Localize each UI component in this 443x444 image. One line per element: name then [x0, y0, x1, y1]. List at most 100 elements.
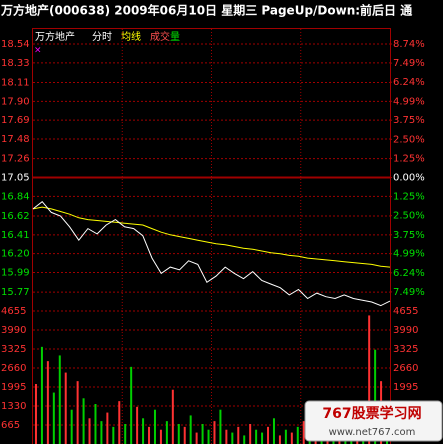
- y-tick-label: 2660: [1, 363, 26, 374]
- legend-entry: 成交量: [150, 30, 180, 43]
- watermark: 767股票学习网 www.net767.com: [304, 400, 443, 442]
- volume-bar: [290, 432, 293, 444]
- price-line: [32, 201, 391, 307]
- legend-entry: 均线: [121, 30, 141, 43]
- y-tick-label: 3325: [1, 344, 26, 355]
- y2-tick-label: 4.99%: [393, 249, 425, 260]
- y-tick-label-right: 3990: [393, 325, 418, 336]
- y-tick-label: 16.20: [1, 249, 30, 260]
- y-tick-label: 18.11: [1, 78, 30, 89]
- volume-bar: [195, 432, 198, 444]
- y-tick-label: 1995: [1, 382, 26, 393]
- volume-bar: [165, 421, 168, 444]
- volume-bar: [40, 346, 43, 444]
- volume-bar: [82, 398, 85, 444]
- volume-bar: [153, 409, 156, 444]
- volume-bar: [267, 426, 270, 444]
- legend-entry: 分时: [92, 31, 112, 43]
- y2-tick-label: 7.49%: [393, 287, 425, 298]
- watermark-title: 767股票学习网: [322, 405, 421, 422]
- volume-bar: [46, 361, 49, 444]
- volume-bar: [243, 435, 246, 444]
- volume-bar: [237, 426, 240, 444]
- y2-tick-label: 6.24%: [393, 77, 425, 88]
- volume-bar: [159, 429, 162, 444]
- volume-bar: [52, 392, 55, 444]
- y2-tick-label: 7.49%: [393, 58, 425, 69]
- volume-bar: [255, 429, 258, 444]
- chart-frame: [32, 28, 391, 444]
- y-tick-label: 18.54: [1, 39, 30, 50]
- y-tick-label: 16.84: [1, 191, 30, 202]
- volume-bar: [231, 432, 234, 444]
- watermark-url: www.net767.com: [329, 427, 416, 438]
- volume-bar: [34, 384, 37, 444]
- y-tick-label: 17.69: [1, 115, 30, 126]
- y-tick-label: 15.99: [1, 267, 30, 278]
- volume-bar: [249, 424, 252, 444]
- y-tick-label-right: 2660: [393, 363, 418, 374]
- y-tick-label: 15.77: [1, 287, 30, 298]
- y2-tick-label: 3.75%: [393, 230, 425, 241]
- y2-tick-label: 2.50%: [393, 134, 425, 145]
- y-tick-label: 17.48: [1, 134, 30, 145]
- y-tick-label: 3990: [1, 325, 26, 336]
- price-line: [32, 206, 391, 268]
- y-tick-label: 4655: [1, 306, 26, 317]
- y-tick-label-right: 4655: [393, 306, 418, 317]
- y-tick-label: 16.62: [1, 211, 30, 222]
- volume-bar: [213, 421, 216, 444]
- y2-tick-label: 6.24%: [393, 268, 425, 279]
- volume-bar: [374, 349, 377, 444]
- volume-bar: [130, 366, 133, 444]
- y2-tick-label: 2.50%: [393, 211, 425, 222]
- volume-bar: [142, 418, 145, 444]
- volume-bar: [94, 404, 97, 444]
- y2-tick-label: 3.75%: [393, 115, 425, 126]
- volume-bar: [148, 426, 151, 444]
- y-tick-label: 18.33: [1, 58, 30, 69]
- volume-bar: [284, 429, 287, 444]
- volume-bar: [261, 432, 264, 444]
- volume-bar: [183, 426, 186, 444]
- volume-bar: [70, 409, 73, 444]
- volume-bar: [112, 426, 115, 444]
- y-tick-label-right: 3325: [393, 344, 418, 355]
- y2-tick-label: 1.25%: [393, 153, 425, 164]
- header-title: 万方地产(000638) 2009年06月10日 星期三 PageUp/Down…: [0, 3, 412, 18]
- volume-bar: [58, 355, 61, 444]
- volume-bar: [64, 372, 67, 444]
- volume-bar: [177, 424, 180, 444]
- volume-bar: [368, 315, 371, 444]
- volume-bar: [272, 418, 275, 444]
- y-tick-label: 16.41: [1, 230, 30, 241]
- stock-name: 万方地产: [35, 30, 75, 43]
- y-tick-label: 1330: [1, 401, 26, 412]
- y2-tick-label: 0.00%: [393, 173, 425, 184]
- volume-bar: [296, 426, 299, 444]
- marker: ×: [34, 46, 42, 56]
- volume-bar: [278, 435, 281, 444]
- y-tick-label: 17.05: [1, 173, 30, 184]
- y2-tick-label: 8.74%: [393, 39, 425, 50]
- y2-tick-label: 1.25%: [393, 192, 425, 203]
- y-tick-label-right: 1995: [393, 382, 418, 393]
- volume-bar: [302, 421, 305, 444]
- y2-tick-label: 4.99%: [393, 96, 425, 107]
- y-tick-label: 665: [1, 420, 20, 431]
- volume-bar: [207, 429, 210, 444]
- volume-bar: [88, 418, 91, 444]
- volume-bar: [124, 424, 127, 444]
- volume-bar: [171, 389, 174, 444]
- volume-bar: [136, 406, 139, 444]
- volume-bar: [189, 415, 192, 444]
- volume-bar: [201, 424, 204, 444]
- volume-bar: [76, 381, 79, 444]
- volume-bar: [225, 429, 228, 444]
- y-tick-label: 17.26: [1, 154, 30, 165]
- volume-bar: [118, 401, 121, 444]
- volume-bar: [219, 409, 222, 444]
- y-tick-label: 17.90: [1, 96, 30, 107]
- watermark-box: [304, 400, 443, 442]
